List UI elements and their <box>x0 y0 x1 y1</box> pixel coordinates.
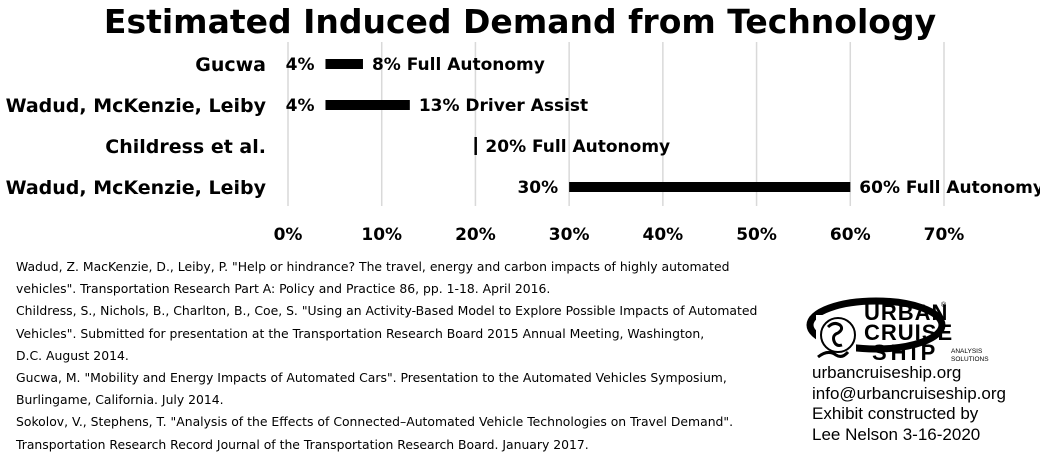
references-list: Wadud, Z. MacKenzie, D., Leiby, P. "Help… <box>16 256 806 456</box>
credit-line-2: Lee Nelson 3-16-2020 <box>812 424 981 444</box>
category-label: Childress et al. <box>105 136 266 158</box>
contact-block: urbancruiseship.org info@urbancruiseship… <box>812 363 1006 445</box>
email-link[interactable]: info@urbancruiseship.org <box>812 383 1006 403</box>
reference-line: Transportation Research Record Journal o… <box>16 436 589 452</box>
logo-tagline-solutions: SOLUTIONS <box>951 356 989 363</box>
logo-word-cruise: CRUISE <box>864 320 953 345</box>
range-low-label: 30% <box>517 178 558 198</box>
gridlines <box>287 42 945 206</box>
credit-line-1: Exhibit constructed by <box>812 404 979 423</box>
x-tick-label: 20% <box>455 225 496 245</box>
urban-cruise-ship-logo: URBAN ® CRUISE SHIP ANALYSIS SOLUTIONS <box>806 297 989 365</box>
x-tick-label: 60% <box>830 225 871 245</box>
range-high-label: 8% Full Autonomy <box>372 55 545 75</box>
reference-line: vehicles". Transportation Research Part … <box>16 281 551 297</box>
logo-word-urban: URBAN <box>864 300 948 325</box>
website-link[interactable]: urbancruiseship.org <box>812 363 962 382</box>
reference-line: Childress, S., Nichols, B., Charlton, B.… <box>16 303 758 319</box>
globe-land-icon <box>826 321 844 347</box>
x-tick-label: 30% <box>549 225 590 245</box>
logo-ring <box>806 297 946 353</box>
category-label: Wadud, McKenzie, Leiby <box>6 177 267 199</box>
reference-line: Vehicles". Submitted for presentation at… <box>16 325 705 341</box>
range-bar <box>325 100 410 110</box>
logo-tagline-analysis: ANALYSIS <box>951 348 983 355</box>
range-high-label: 20% Full Autonomy <box>485 137 670 157</box>
reference-line: Sokolov, V., Stephens, T. "Analysis of t… <box>16 414 734 430</box>
x-tick-label: 40% <box>643 225 684 245</box>
x-tick-label: 10% <box>361 225 402 245</box>
reference-line: Burlingame, California. July 2014. <box>16 392 224 408</box>
range-bar <box>325 59 363 69</box>
range-bar <box>569 182 851 192</box>
range-high-label: 13% Driver Assist <box>419 96 588 116</box>
bars <box>325 59 851 192</box>
labels: 0% 10% 20% 30% 40% 50% 60% 70% Gucwa 4% 8% Full Au… <box>6 54 1040 245</box>
category-label: Wadud, McKenzie, Leiby <box>6 95 267 117</box>
induced-demand-chart: 0% 10% 20% 30% 40% 50% 60% 70% Gucwa 4% 8% Full Au… <box>6 42 1040 245</box>
reference-line: Gucwa, M. "Mobility and Energy Impacts o… <box>16 370 727 386</box>
wave-icon <box>817 350 850 359</box>
range-low-label: 4% <box>286 96 315 116</box>
reference-line: Wadud, Z. MacKenzie, D., Leiby, P. "Help… <box>16 259 730 274</box>
logo-word-ship: SHIP <box>872 340 939 365</box>
category-label: Gucwa <box>195 54 266 76</box>
reference-line: D.C. August 2014. <box>16 347 129 363</box>
x-tick-label: 0% <box>274 225 303 245</box>
chart-title: Estimated Induced Demand from Technology <box>103 2 937 41</box>
range-low-label: 4% <box>286 55 315 75</box>
range-bar <box>474 137 477 155</box>
x-tick-label: 50% <box>736 225 777 245</box>
logo-registered-mark: ® <box>941 301 947 309</box>
x-tick-label: 70% <box>924 225 965 245</box>
range-high-label: 60% Full Autonomy <box>859 178 1040 198</box>
